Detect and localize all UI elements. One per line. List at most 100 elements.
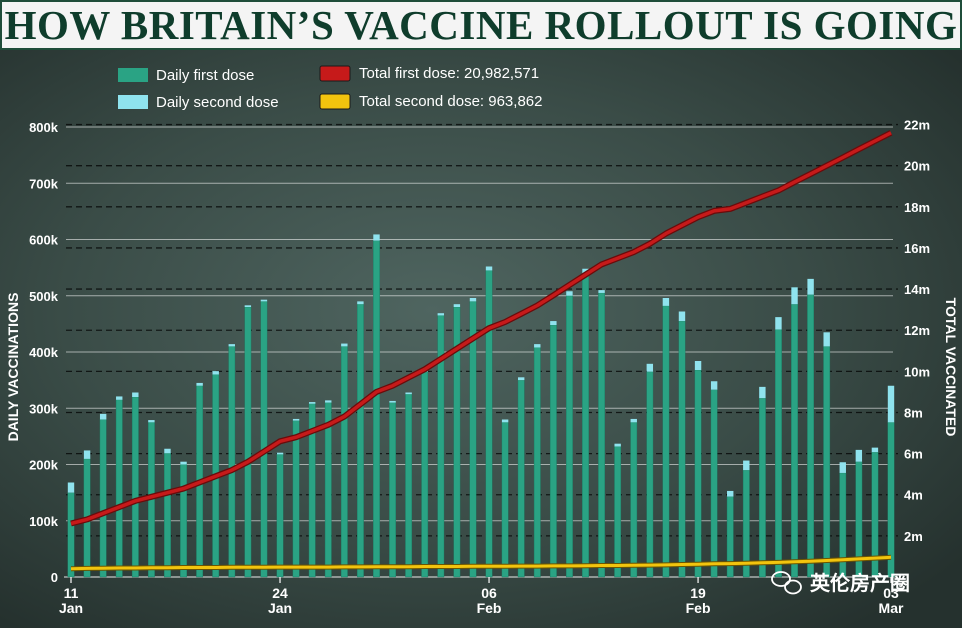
second-dose-bar	[678, 311, 686, 322]
left-tick-label: 200k	[29, 458, 59, 473]
first-dose-bar	[646, 371, 654, 578]
headline-title: HOW BRITAIN’S VACCINE ROLLOUT IS GOING	[0, 0, 962, 50]
first-dose-bar	[357, 303, 364, 578]
first-dose-bar	[340, 346, 348, 578]
chart-background	[0, 50, 962, 628]
second-dose-bar	[196, 382, 203, 386]
second-dose-bar	[807, 278, 814, 295]
left-tick-label: 400k	[29, 345, 59, 360]
first-dose-bar	[67, 492, 75, 578]
second-dose-bar	[260, 299, 268, 302]
legend-label: Daily first dose	[156, 67, 254, 84]
second-dose-bar	[791, 287, 798, 305]
second-dose-bar	[646, 363, 654, 372]
second-dose-bar	[871, 447, 879, 453]
first-dose-bar	[807, 294, 815, 578]
axis-labels: 0 100k 200k 300k 400k 500k 600k 700k 800k 2m 4m 6m 8…	[5, 118, 959, 616]
first-dose-bar	[501, 422, 509, 578]
first-dose-bar	[694, 369, 702, 578]
right-tick-label: 20m	[904, 159, 930, 174]
first-dose-bar	[373, 240, 380, 578]
left-tick-label: 700k	[29, 176, 59, 191]
second-dose-bar	[662, 298, 670, 306]
vaccination-chart: 0 100k 200k 300k 400k 500k 600k 700k 800k 2m 4m 6m 8…	[0, 50, 962, 628]
second-dose-bar	[373, 234, 380, 241]
legend-swatch	[118, 95, 148, 109]
second-dose-bar	[759, 386, 766, 399]
chat-bubble-icon	[771, 571, 791, 587]
second-dose-bar	[598, 290, 605, 293]
right-tick-label: 14m	[904, 282, 930, 297]
second-dose-bar	[614, 443, 621, 447]
watermark-text: 英伦房产圈	[810, 571, 910, 595]
legend: Daily first dose Daily second dose Total f…	[118, 65, 542, 111]
first-dose-bar	[421, 371, 429, 578]
second-dose-bar	[325, 400, 332, 403]
daily-bars	[67, 234, 895, 578]
first-dose-bar	[276, 454, 284, 578]
x-tick-day: 06	[481, 585, 497, 601]
second-dose-bar	[855, 449, 863, 462]
legend-swatch	[319, 65, 351, 82]
second-dose-bar	[775, 317, 782, 330]
second-dose-bar	[566, 291, 573, 296]
second-dose-bar	[357, 301, 364, 305]
x-tick-day: 19	[690, 585, 706, 601]
second-dose-bar	[244, 305, 252, 307]
legend-label: Total first dose: 20,982,571	[359, 65, 539, 82]
first-dose-bar	[678, 320, 686, 578]
second-dose-bar	[550, 321, 557, 325]
second-dose-bar	[148, 420, 155, 423]
left-tick-label: 600k	[29, 233, 59, 248]
x-tick-month: Jan	[59, 600, 83, 616]
second-dose-bar	[389, 400, 396, 403]
total-second-dose-line	[70, 555, 892, 571]
first-dose-bar	[99, 419, 107, 578]
second-dose-bar	[67, 482, 75, 493]
second-dose-bar	[534, 344, 541, 348]
x-tick-day: 03	[883, 585, 899, 601]
second-dose-bar	[308, 402, 316, 404]
second-dose-bar	[517, 377, 525, 381]
second-dose-bar	[630, 418, 637, 423]
first-dose-bar	[292, 420, 300, 578]
second-dose-bar	[437, 313, 445, 316]
second-dose-bar	[276, 452, 284, 455]
second-dose-bar	[228, 344, 235, 347]
chat-bubble-icon	[784, 579, 802, 595]
first-dose-bar	[517, 379, 525, 578]
right-tick-label: 6m	[904, 447, 923, 462]
first-dose-bar	[710, 389, 718, 578]
first-dose-bar	[758, 397, 766, 578]
first-dose-bar	[164, 453, 171, 578]
first-dose-bar	[566, 295, 573, 578]
first-dose-bar	[598, 292, 605, 578]
second-dose-bar	[116, 396, 123, 400]
first-dose-bar	[244, 306, 252, 578]
second-dose-bar	[469, 298, 477, 302]
second-dose-bar	[341, 343, 348, 347]
second-dose-bar	[743, 460, 750, 471]
first-dose-bar	[260, 301, 268, 578]
first-dose-bar	[582, 275, 589, 578]
first-dose-bar	[228, 346, 236, 578]
second-dose-bar	[180, 461, 187, 465]
first-dose-bar	[405, 393, 413, 578]
legend-label: Total second dose: 963,862	[359, 93, 542, 110]
x-tick-month: Mar	[879, 600, 904, 616]
total-first-dose-line	[70, 131, 892, 526]
second-dose-bar	[694, 361, 702, 370]
first-dose-bar	[389, 402, 396, 578]
x-tick-day: 11	[64, 585, 79, 601]
second-dose-bar	[292, 418, 300, 421]
right-tick-label: 16m	[904, 241, 930, 256]
first-dose-bar	[131, 396, 139, 578]
first-dose-bar	[662, 305, 670, 578]
right-tick-label: 12m	[904, 323, 930, 338]
first-dose-bar	[485, 270, 493, 578]
right-tick-label: 8m	[904, 405, 923, 420]
first-dose-bar	[614, 446, 622, 578]
first-dose-bar	[180, 464, 187, 578]
second-dose-bar	[164, 448, 171, 454]
